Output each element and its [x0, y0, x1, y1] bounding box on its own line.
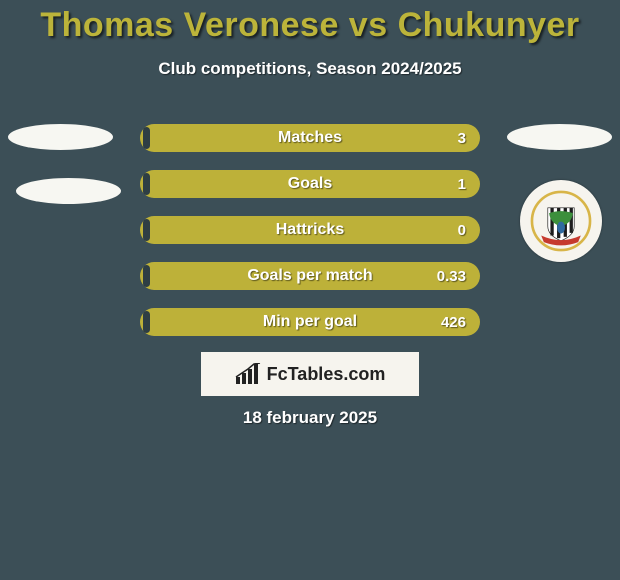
- stat-value: 0.33: [437, 268, 466, 285]
- stat-value: 1: [458, 176, 466, 193]
- stat-row: Matches3: [140, 124, 480, 152]
- stat-label: Matches: [140, 129, 480, 147]
- stat-label: Hattricks: [140, 221, 480, 239]
- stat-bars: Matches3Goals1Hattricks0Goals per match0…: [140, 124, 480, 354]
- right-crest-placeholder: [507, 124, 612, 150]
- stat-label: Min per goal: [140, 313, 480, 331]
- bars-icon: [235, 363, 261, 385]
- stat-value: 426: [441, 314, 466, 331]
- team-crest: [520, 180, 602, 262]
- subtitle: Club competitions, Season 2024/2025: [0, 59, 620, 79]
- stat-value: 3: [458, 130, 466, 147]
- stat-label: Goals per match: [140, 267, 480, 285]
- comparison-infographic: Thomas Veronese vs Chukunyer Club compet…: [0, 0, 620, 580]
- stat-row: Min per goal426: [140, 308, 480, 336]
- branding-box: FcTables.com: [201, 352, 419, 396]
- date-text: 18 february 2025: [0, 408, 620, 428]
- stat-row: Goals per match0.33: [140, 262, 480, 290]
- left-crest-placeholder-1: [8, 124, 113, 150]
- page-title: Thomas Veronese vs Chukunyer: [0, 0, 620, 45]
- stat-row: Hattricks0: [140, 216, 480, 244]
- stat-row: Goals1: [140, 170, 480, 198]
- left-crest-placeholder-2: [16, 178, 121, 204]
- branding-text: FcTables.com: [267, 364, 386, 385]
- stat-label: Goals: [140, 175, 480, 193]
- stat-value: 0: [458, 222, 466, 239]
- crest-icon: [528, 188, 594, 254]
